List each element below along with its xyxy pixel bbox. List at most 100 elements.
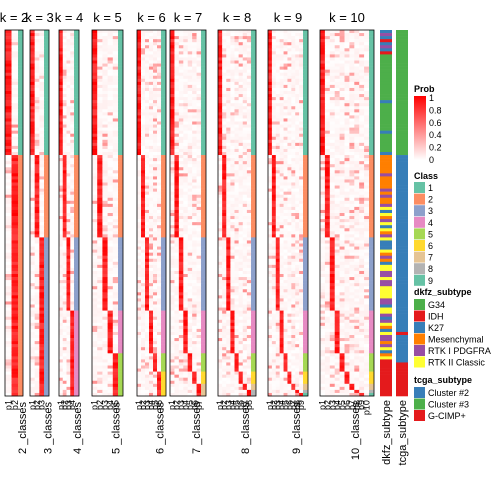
prob-cell	[234, 277, 239, 281]
prob-cell	[102, 295, 108, 299]
prob-cell	[149, 335, 154, 339]
prob-cell	[222, 97, 227, 101]
prob-cell	[34, 295, 40, 299]
prob-cell	[137, 243, 142, 247]
prob-cell	[178, 304, 184, 308]
prob-cell	[112, 386, 119, 391]
prob-cell	[222, 222, 227, 226]
prob-cell	[242, 69, 248, 73]
prob-cell	[230, 188, 235, 192]
prob-cell	[222, 91, 227, 95]
prob-cell	[59, 75, 64, 80]
prob-cell	[34, 280, 40, 284]
prob-cell	[11, 270, 19, 275]
prob-cell	[70, 69, 75, 73]
prob-cell	[187, 164, 193, 168]
prob-cell	[70, 72, 75, 77]
prob-cell	[66, 42, 71, 46]
prob-cell	[97, 216, 103, 220]
prob-cell	[153, 295, 158, 299]
prob-cell	[137, 103, 142, 107]
prob-cell	[157, 182, 162, 186]
class-cell	[251, 78, 256, 83]
class-cell	[161, 188, 166, 192]
prob-cell	[137, 69, 142, 73]
prob-cell	[137, 313, 142, 317]
prob-cell	[178, 383, 184, 388]
prob-cell	[30, 341, 35, 345]
prob-cell	[97, 310, 103, 314]
class-cell	[251, 75, 256, 80]
prob-cell	[222, 322, 227, 327]
class-cell	[18, 197, 23, 202]
prob-cell	[92, 310, 98, 314]
prob-cell	[92, 60, 98, 64]
prob-cell	[5, 295, 12, 299]
prob-cell	[174, 188, 180, 192]
prob-cell	[170, 39, 175, 43]
prob-cell	[5, 386, 12, 391]
prob-cell	[11, 97, 19, 101]
prob-cell	[192, 145, 197, 150]
class-cell	[44, 292, 49, 296]
prob-cell	[102, 380, 108, 385]
prob-cell	[178, 194, 184, 199]
prob-cell	[11, 121, 19, 125]
prob-cell	[145, 30, 150, 34]
prob-cell	[157, 307, 162, 311]
prob-cell	[5, 87, 12, 92]
prob-cell	[30, 60, 35, 64]
prob-cell	[226, 100, 231, 104]
prob-cell	[97, 304, 103, 308]
prob-cell	[192, 246, 197, 250]
prob-cell	[234, 331, 239, 336]
class-cell	[44, 54, 49, 58]
prob-cell	[222, 51, 227, 55]
prob-cell	[145, 84, 150, 89]
prob-cell	[196, 304, 202, 308]
prob-cell	[70, 240, 75, 244]
prob-cell	[246, 280, 252, 284]
prob-cell	[157, 255, 162, 260]
prob-cell	[242, 176, 248, 180]
prob-cell	[66, 87, 71, 92]
class-cell	[118, 237, 123, 241]
prob-cell	[242, 185, 248, 189]
prob-cell	[153, 365, 158, 369]
prob-cell	[196, 237, 202, 241]
class-cell	[201, 87, 206, 92]
prob-cell	[66, 94, 71, 98]
class-cell	[251, 359, 256, 363]
prob-cell	[187, 179, 193, 183]
prob-cell	[107, 380, 114, 385]
class-cell	[74, 185, 79, 189]
class-cell	[74, 225, 79, 229]
prob-cell	[170, 371, 175, 375]
prob-cell	[5, 277, 12, 281]
prob-cell	[39, 145, 45, 150]
prob-cell	[170, 292, 175, 296]
prob-cell	[145, 286, 150, 290]
prob-cell	[170, 45, 175, 49]
prob-cell	[174, 127, 180, 131]
prob-cell	[112, 167, 119, 171]
prob-cell	[187, 81, 193, 86]
prob-cell	[183, 368, 189, 372]
class-cell	[18, 81, 23, 86]
prob-cell	[137, 319, 142, 324]
prob-cell	[34, 301, 40, 305]
prob-cell	[66, 228, 71, 232]
prob-cell	[137, 255, 142, 260]
prob-cell	[141, 182, 146, 186]
prob-cell	[107, 197, 114, 202]
prob-cell	[183, 255, 189, 260]
class-cell	[44, 219, 49, 223]
prob-cell	[170, 298, 175, 302]
prob-cell	[149, 30, 154, 34]
class-cell	[161, 356, 166, 360]
class-cell	[161, 331, 166, 336]
prob-cell	[59, 246, 64, 250]
prob-cell	[178, 179, 184, 183]
prob-cell	[192, 176, 197, 180]
prob-cell	[66, 350, 71, 354]
